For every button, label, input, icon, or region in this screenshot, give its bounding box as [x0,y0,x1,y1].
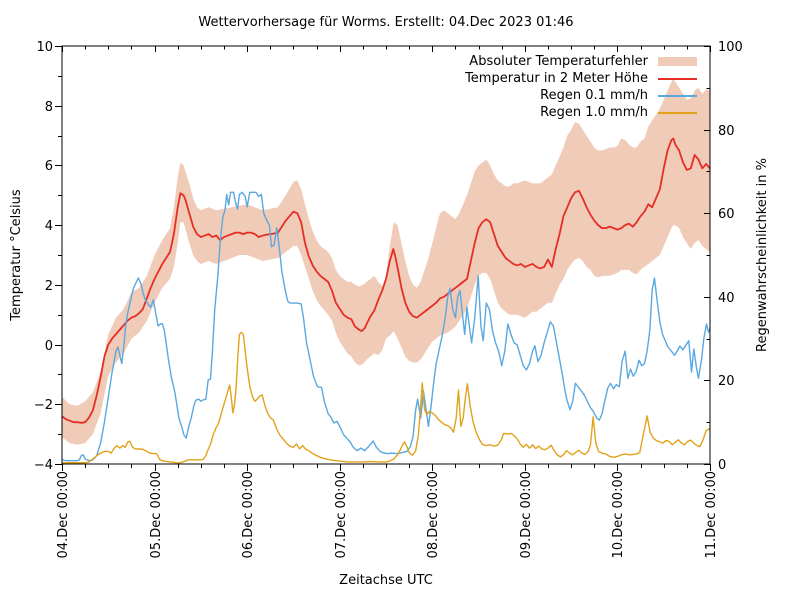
y-right-tick-label: 0 [718,458,726,473]
y-right-tick-label: 60 [718,207,735,222]
y-right-tick-label: 40 [718,291,735,306]
series-rain10 [62,331,710,464]
chart-title: Wettervorhersage für Worms. Erstellt: 04… [198,15,574,30]
series-rain01 [62,191,710,462]
legend-item-temperature-error: Absoluter Temperaturfehler [465,53,697,70]
y-right-tick-label: 100 [718,40,743,55]
legend-item-temperature-2m: Temperatur in 2 Meter Höhe [465,70,697,87]
temperature-error-band [62,78,710,445]
legend-line-swatch-blue [658,94,697,97]
x-tick-label: 10.Dec 00:00 [611,471,626,558]
legend-label: Absoluter Temperaturfehler [469,54,648,69]
y-left-tick-label: −2 [34,398,53,413]
y-left-tick-label: 4 [45,219,53,234]
axis-ticks [55,45,712,471]
legend-item-rain-10: Regen 1.0 mm/h [465,104,697,121]
legend-label: Regen 0.1 mm/h [540,88,648,103]
y-axis-left-label: Temperatur °Celsius [9,189,24,321]
y-left-tick-label: 10 [36,40,53,55]
legend-label: Temperatur in 2 Meter Höhe [465,71,648,86]
y-left-tick-label: 2 [45,279,53,294]
x-tick-label: 04.Dec 00:00 [56,471,71,558]
x-tick-label: 09.Dec 00:00 [519,471,534,558]
y-left-tick-label: 0 [45,339,53,354]
legend-label: Regen 1.0 mm/h [540,105,648,120]
y-axis-right-label: Regenwahrscheinlichkeit in % [755,158,770,352]
x-tick-label: 06.Dec 00:00 [241,471,256,558]
legend-item-rain-01: Regen 0.1 mm/h [465,87,697,104]
legend-line-swatch-orange [658,111,697,114]
legend: Absoluter Temperaturfehler Temperatur in… [465,53,697,121]
legend-band-swatch [658,57,697,66]
x-axis-label: Zeitachse UTC [339,573,433,588]
x-tick-label: 05.Dec 00:00 [149,471,164,558]
y-right-tick-label: 80 [718,124,735,139]
y-left-tick-label: 6 [45,159,53,174]
legend-line-swatch-red [658,77,697,80]
x-tick-label: 11.Dec 00:00 [704,471,719,558]
data-layer [62,78,710,464]
series-temp [62,137,710,424]
y-left-tick-label: −4 [34,458,53,473]
y-left-tick-label: 8 [45,100,53,115]
x-tick-label: 08.Dec 00:00 [426,471,441,558]
x-tick-label: 07.Dec 00:00 [334,471,349,558]
y-right-tick-label: 20 [718,374,735,389]
